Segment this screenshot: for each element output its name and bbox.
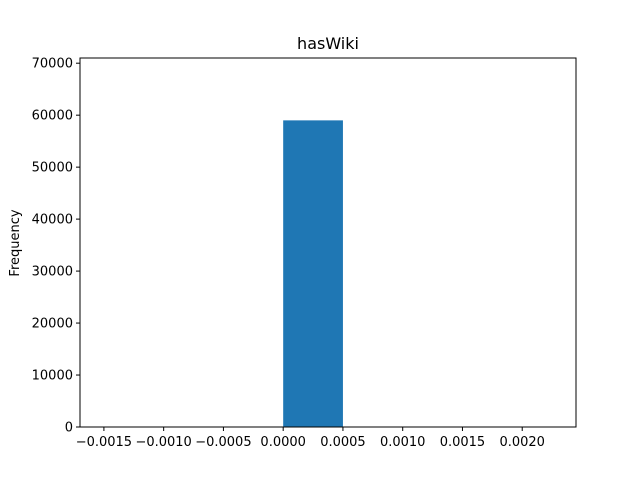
y-tick-label: 50000 (32, 161, 73, 176)
plot-frame (79, 57, 577, 428)
y-tick-label: 60000 (32, 109, 73, 124)
x-axis-ticks: −0.0015 −0.0010 −0.0005 0.0000 0.0005 0.0010 0… (76, 427, 545, 450)
y-axis-label: Frequency (8, 209, 23, 276)
x-tick-label: 0.0005 (320, 435, 366, 450)
histogram-bar-0 (283, 120, 343, 427)
y-tick-label: 0 (65, 421, 73, 436)
x-tick-label: −0.0005 (195, 435, 251, 450)
y-tick-label: 10000 (32, 369, 73, 384)
x-tick-label: 0.0020 (499, 435, 545, 450)
y-tick-label: 40000 (32, 213, 73, 228)
chart-title: hasWiki (297, 34, 359, 53)
y-tick-label: 70000 (32, 57, 73, 72)
x-tick-label: −0.0010 (135, 435, 191, 450)
bars-layer (283, 120, 343, 427)
x-tick-label: −0.0015 (76, 435, 132, 450)
y-tick-label: 20000 (32, 317, 73, 332)
x-tick-label: 0.0000 (260, 435, 306, 450)
x-tick-label: 0.0010 (380, 435, 426, 450)
y-tick-label: 30000 (32, 265, 73, 280)
y-axis-ticks: 0 10000 20000 30000 40000 50000 60000 70000 (32, 57, 80, 436)
x-tick-label: 0.0015 (440, 435, 486, 450)
